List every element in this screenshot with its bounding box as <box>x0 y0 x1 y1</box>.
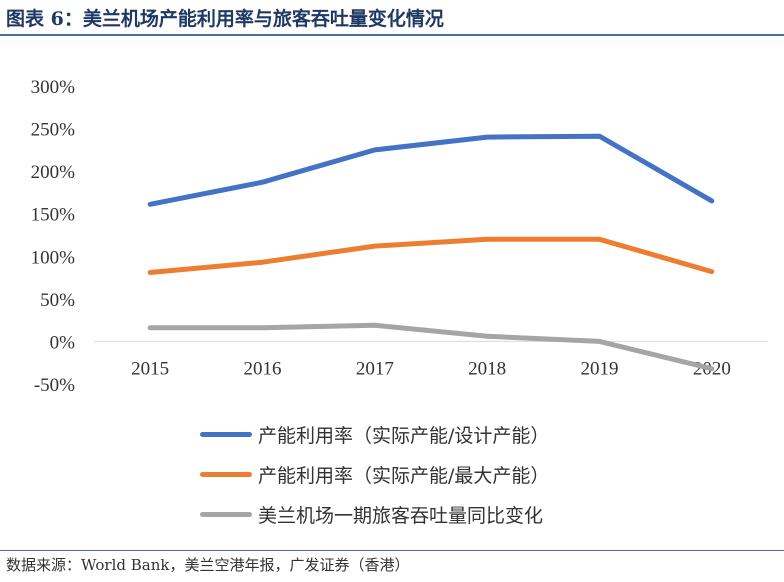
series-line-3 <box>147 322 715 372</box>
legend-item-design-capacity: 产能利用率（实际产能/设计产能） <box>200 414 549 454</box>
figure-title: 图表 6：美兰机场产能利用率与旅客吞吐量变化情况 <box>6 8 444 30</box>
y-tick-label: 200% <box>31 162 76 183</box>
source-note: 数据来源：World Bank，美兰空港年报，广发证券（香港） <box>6 556 410 574</box>
legend-item-max-capacity: 产能利用率（实际产能/最大产能） <box>200 454 549 494</box>
series-lines <box>147 133 715 372</box>
legend-label: 产能利用率（实际产能/最大产能） <box>258 464 550 487</box>
y-axis-ticks: 300% 250% 200% 150% 100% 50% 0% -50% <box>31 77 76 396</box>
y-tick-label: 150% <box>31 205 76 226</box>
legend-swatch-gray <box>200 511 252 517</box>
y-tick-label: 100% <box>31 247 76 268</box>
series-line-2 <box>147 236 715 275</box>
x-tick-label: 2016 <box>244 358 282 379</box>
x-tick-label: 2019 <box>581 358 619 379</box>
line-chart: 300% 250% 200% 150% 100% 50% 0% -50% 2015 2016 20… <box>31 77 768 396</box>
legend-label: 产能利用率（实际产能/设计产能） <box>258 424 550 447</box>
x-tick-label: 2017 <box>356 358 394 379</box>
legend: 产能利用率（实际产能/设计产能） 产能利用率（实际产能/最大产能） 美兰机场一期… <box>200 414 549 534</box>
title-divider <box>0 34 784 36</box>
legend-label: 美兰机场一期旅客吞吐量同比变化 <box>258 504 544 527</box>
footer-divider <box>0 550 784 551</box>
legend-item-passenger-change: 美兰机场一期旅客吞吐量同比变化 <box>200 494 549 534</box>
x-tick-label: 2018 <box>468 358 506 379</box>
x-tick-label: 2015 <box>131 358 169 379</box>
y-tick-label: 250% <box>31 120 76 141</box>
y-tick-label: 300% <box>31 77 76 98</box>
legend-swatch-blue <box>200 431 252 437</box>
y-tick-label: -50% <box>34 375 75 396</box>
x-axis-ticks: 2015 2016 2017 2018 2019 2020 <box>131 358 731 379</box>
legend-swatch-orange <box>200 471 252 477</box>
series-line-1 <box>147 133 715 207</box>
y-tick-label: 0% <box>50 332 76 353</box>
y-tick-label: 50% <box>40 290 75 311</box>
